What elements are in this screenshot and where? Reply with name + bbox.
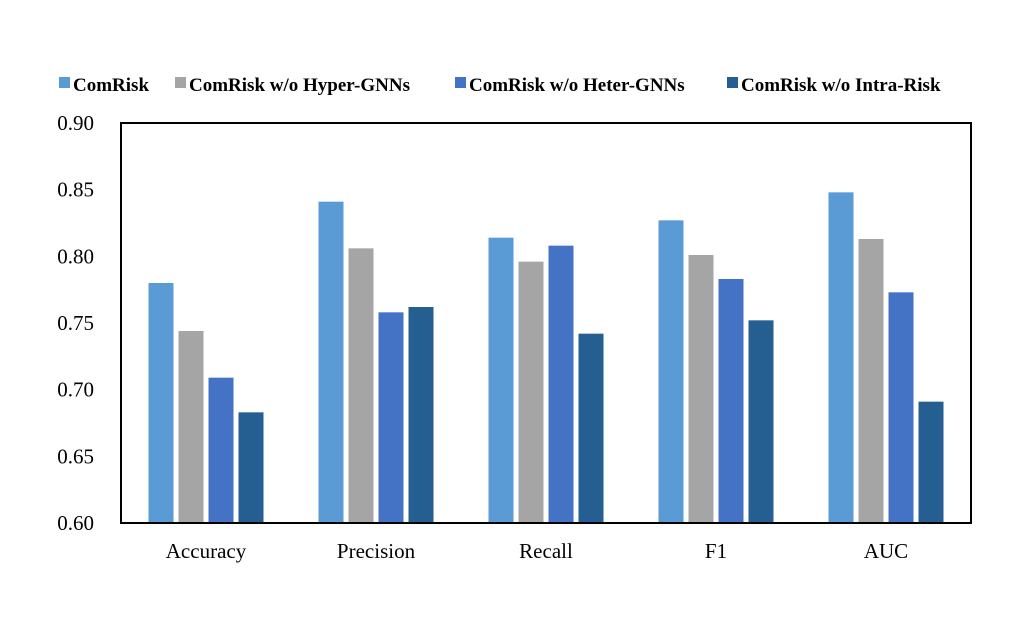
bar-auc-series-1 <box>858 239 884 523</box>
x-category-label: AUC <box>864 539 908 563</box>
bar-accuracy-series-1 <box>178 331 204 523</box>
bar-group <box>148 192 944 524</box>
y-tick-label: 0.65 <box>57 444 94 468</box>
bar-recall-series-1 <box>518 261 544 523</box>
x-category-label: Precision <box>337 539 416 563</box>
plot-frame <box>120 122 972 524</box>
y-tick-label: 0.75 <box>57 311 94 335</box>
legend-swatch-3 <box>727 77 738 88</box>
x-axis: Accuracy Precision Recall F1 AUC <box>166 539 908 563</box>
y-tick-label: 0.85 <box>57 178 94 202</box>
bar-f1-series-1 <box>688 255 714 523</box>
legend-swatch-1 <box>175 77 186 88</box>
legend-label-1: ComRisk w/o Hyper-GNNs <box>189 75 410 96</box>
bar-accuracy-series-3 <box>238 412 264 523</box>
bar-precision-series-3 <box>408 307 434 523</box>
chart-legend: ComRisk ComRisk w/o Hyper-GNNs ComRisk w/o… <box>59 75 941 96</box>
bar-accuracy-series-2 <box>208 377 234 523</box>
bar-accuracy-series-0 <box>148 283 174 523</box>
bar-f1-series-2 <box>718 279 744 523</box>
bar-precision-series-1 <box>348 248 374 524</box>
bar-auc-series-2 <box>888 292 914 523</box>
legend-swatch-2 <box>455 77 466 88</box>
y-tick-label: 0.60 <box>57 511 94 535</box>
bar-precision-series-2 <box>378 312 404 523</box>
x-category-label: Recall <box>519 539 573 563</box>
legend-label-3: ComRisk w/o Intra-Risk <box>741 75 941 96</box>
bar-f1-series-3 <box>748 320 774 523</box>
bar-auc-series-3 <box>918 401 944 523</box>
x-category-label: F1 <box>705 539 727 563</box>
bar-recall-series-2 <box>548 245 574 523</box>
bar-f1-series-0 <box>658 220 684 524</box>
y-tick-label: 0.80 <box>57 244 94 268</box>
bar-recall-series-0 <box>488 237 514 523</box>
legend-label-2: ComRisk w/o Heter-GNNs <box>469 75 685 96</box>
y-tick-label: 0.70 <box>57 378 94 402</box>
y-axis: 0.60 0.65 0.70 0.75 0.80 0.85 0.90 <box>57 111 94 535</box>
bar-precision-series-0 <box>318 201 344 523</box>
x-category-label: Accuracy <box>166 539 247 563</box>
bar-auc-series-0 <box>828 192 854 524</box>
legend-swatch-0 <box>59 77 70 88</box>
y-tick-label: 0.90 <box>57 111 94 135</box>
bar-recall-series-3 <box>578 333 604 523</box>
legend-label-0: ComRisk <box>73 75 149 96</box>
